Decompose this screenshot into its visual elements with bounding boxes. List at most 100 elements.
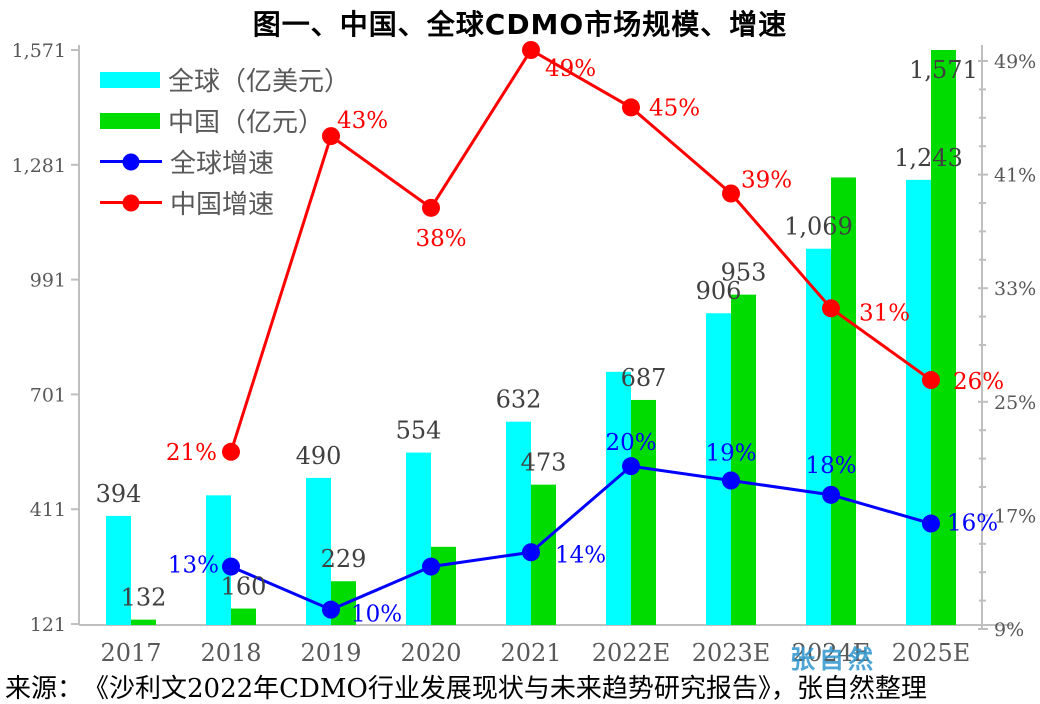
legend-label-china-growth: 中国增速 xyxy=(170,190,275,220)
bar-global-2021 xyxy=(506,421,531,625)
point-label-global-growth-2025E: 16% xyxy=(947,511,998,537)
legend-item-china-growth: 中国增速 xyxy=(100,182,350,223)
y-axis-right-label: 33% xyxy=(994,278,1036,300)
x-axis-label-2019: 2019 xyxy=(300,639,361,667)
source-caption: 来源： 《沙利文2022年CDMO行业发展现状与未来趋势研究报告》，张自然整理 xyxy=(5,674,927,704)
legend-swatch-global-bar xyxy=(100,71,160,88)
bar-label-china-2022E: 687 xyxy=(621,364,667,392)
point-label-global-growth-2018: 13% xyxy=(168,553,219,579)
point-label-china-growth-2019: 43% xyxy=(337,108,388,134)
point-global-growth-2019 xyxy=(322,600,340,619)
point-global-growth-2025E xyxy=(922,514,940,533)
bar-label-china-2019: 229 xyxy=(321,545,367,573)
bar-label-global-2025E: 1,243 xyxy=(894,144,963,172)
point-label-global-growth-2021: 14% xyxy=(555,542,606,568)
point-global-growth-2024E xyxy=(822,485,840,504)
x-axis-label-2021: 2021 xyxy=(500,639,561,667)
bar-global-2020 xyxy=(406,452,431,625)
bar-label-china-2021: 473 xyxy=(521,449,567,477)
y-axis-right-label: 17% xyxy=(994,505,1036,527)
legend-item-global-growth: 全球增速 xyxy=(100,141,350,182)
y-axis-left-label: 1,281 xyxy=(12,155,66,177)
x-axis-label-2018: 2018 xyxy=(200,639,261,667)
y-axis-left-label: 1,571 xyxy=(12,40,66,62)
y-axis-left-label: 121 xyxy=(30,614,66,636)
point-china-growth-2019 xyxy=(322,127,340,146)
bar-label-china-2023E: 953 xyxy=(721,259,767,287)
point-global-growth-2020 xyxy=(422,557,440,576)
watermark: 张自然 xyxy=(790,645,878,674)
point-label-china-growth-2023E: 39% xyxy=(741,168,792,194)
line-global-growth xyxy=(230,464,932,612)
bar-global-2025E xyxy=(906,179,931,625)
point-china-growth-2023E xyxy=(722,184,740,203)
y-axis-left-label: 411 xyxy=(30,499,66,521)
legend-swatch-china-growth-line xyxy=(100,194,162,211)
legend-label-global: 全球（亿美元） xyxy=(168,67,351,97)
bar-label-global-2019: 490 xyxy=(296,442,342,470)
chart-legend: 全球（亿美元） 中国（亿元） 全球增速 中国增速 xyxy=(100,59,350,223)
point-label-china-growth-2024E: 31% xyxy=(859,300,910,326)
point-global-growth-2018 xyxy=(222,557,240,576)
point-china-growth-2018 xyxy=(222,442,240,461)
chart-title: 图一、中国、全球CDMO市场规模、增速 xyxy=(252,8,788,41)
line-china-growth xyxy=(229,47,932,453)
point-label-china-growth-2022E: 45% xyxy=(649,95,700,121)
point-china-growth-2021 xyxy=(522,41,540,59)
y-axis-right-label: 25% xyxy=(994,392,1036,414)
bar-label-global-2017: 394 xyxy=(96,480,142,508)
bar-global-2023E xyxy=(706,313,731,625)
bar-global-2017 xyxy=(106,515,131,625)
point-global-growth-2023E xyxy=(722,471,740,490)
x-axis-label-2022E: 2022E xyxy=(592,639,671,667)
bar-china-2022E xyxy=(631,399,656,625)
bar-china-2025E xyxy=(931,50,956,625)
point-label-china-growth-2020: 38% xyxy=(415,226,466,252)
point-global-growth-2022E xyxy=(622,457,640,476)
point-china-growth-2025E xyxy=(922,371,940,390)
bar-label-china-2025E: 1,571 xyxy=(909,56,978,84)
legend-swatch-china-bar xyxy=(100,112,160,129)
x-axis-label-2024E: 2024E xyxy=(792,639,871,667)
bar-label-china-2017: 132 xyxy=(121,584,167,612)
y-axis-right-label: 9% xyxy=(994,619,1024,641)
point-label-global-growth-2023E: 19% xyxy=(705,441,756,467)
y-axis-left-label: 701 xyxy=(30,384,66,406)
point-china-growth-2022E xyxy=(622,98,640,117)
point-label-global-growth-2022E: 20% xyxy=(605,430,656,456)
legend-marker-china-growth xyxy=(122,194,140,211)
bar-china-2017 xyxy=(131,619,156,625)
x-axis-label-2020: 2020 xyxy=(400,639,461,667)
legend-label-global-growth: 全球增速 xyxy=(170,149,275,179)
y-axis-left-label: 991 xyxy=(30,270,66,292)
legend-swatch-global-growth-line xyxy=(100,153,162,170)
legend-marker-global-growth xyxy=(122,153,140,170)
x-axis-label-2025E: 2025E xyxy=(892,639,971,667)
point-label-china-growth-2018: 21% xyxy=(166,440,217,466)
y-axis-right-label: 49% xyxy=(994,51,1036,73)
bar-china-2023E xyxy=(731,294,756,625)
legend-label-china: 中国（亿元） xyxy=(168,108,325,138)
bar-global-2022E xyxy=(606,371,631,625)
legend-item-global: 全球（亿美元） xyxy=(100,59,350,100)
legend-item-china: 中国（亿元） xyxy=(100,100,350,141)
bar-china-2024E xyxy=(831,177,856,625)
bar-china-2018 xyxy=(231,608,256,625)
point-label-china-growth-2021: 49% xyxy=(545,56,596,82)
point-label-global-growth-2019: 10% xyxy=(351,602,402,628)
point-label-china-growth-2025E: 26% xyxy=(953,369,1004,395)
x-axis-label-2017: 2017 xyxy=(100,639,161,667)
bar-label-global-2023E: 906 xyxy=(696,277,742,305)
bar-label-global-2024E: 1,069 xyxy=(784,213,853,241)
point-label-global-growth-2024E: 18% xyxy=(805,453,856,479)
bar-label-china-2018: 160 xyxy=(221,573,267,601)
y-axis-right-label: 41% xyxy=(994,165,1036,187)
bar-label-global-2021: 632 xyxy=(496,386,542,414)
x-axis-label-2023E: 2023E xyxy=(692,639,771,667)
point-china-growth-2024E xyxy=(822,299,840,318)
point-china-growth-2020 xyxy=(422,198,440,217)
bar-label-global-2020: 554 xyxy=(396,417,442,445)
point-global-growth-2021 xyxy=(522,543,540,562)
